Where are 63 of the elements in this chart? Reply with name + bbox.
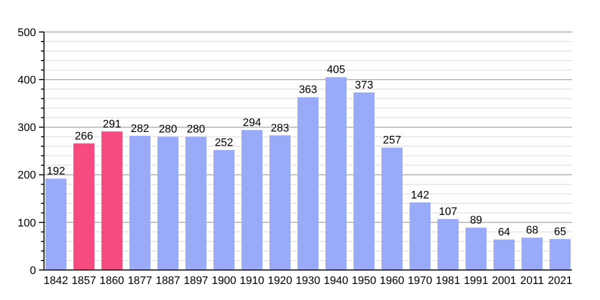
x-tick-label: 1900 <box>212 275 236 287</box>
data-label: 257 <box>382 134 402 147</box>
bar <box>269 135 290 270</box>
x-tick-label: 1920 <box>268 275 292 287</box>
x-tick-label: 1857 <box>72 275 96 287</box>
data-label: 252 <box>214 137 234 150</box>
bar <box>45 178 66 270</box>
x-tick-label: 1960 <box>380 275 404 287</box>
x-tick-label: 1910 <box>240 275 264 287</box>
x-tick-label: 1950 <box>352 275 376 287</box>
x-tick-label: 1842 <box>44 275 68 287</box>
bar <box>354 92 375 270</box>
data-label: 192 <box>46 166 66 178</box>
bar <box>326 77 347 270</box>
y-tick-label: 0 <box>30 264 36 277</box>
data-label: 373 <box>354 79 374 92</box>
data-label: 363 <box>298 84 318 96</box>
x-tick-label: 2021 <box>548 275 572 287</box>
bar <box>466 228 487 270</box>
x-tick-label: 1930 <box>296 275 320 287</box>
data-label: 283 <box>270 122 290 134</box>
bar <box>73 143 94 270</box>
bar <box>297 97 319 270</box>
bar <box>438 219 459 270</box>
bar <box>241 130 262 270</box>
data-label: 266 <box>74 130 94 142</box>
bar <box>213 150 234 270</box>
data-label: 291 <box>102 118 122 130</box>
y-tick-label: 300 <box>18 122 36 134</box>
data-label: 89 <box>470 214 482 227</box>
bar <box>157 136 178 270</box>
data-label: 405 <box>326 64 346 76</box>
y-tick-label: 400 <box>18 74 36 86</box>
data-label: 294 <box>242 117 262 130</box>
data-label: 65 <box>554 226 566 238</box>
bar <box>185 136 206 270</box>
x-tick-label: 1877 <box>128 275 152 287</box>
x-tick-label: 2001 <box>492 275 516 287</box>
x-tick-label: 1860 <box>100 275 124 287</box>
data-label: 64 <box>498 226 510 239</box>
x-tick-label: 1991 <box>464 275 488 287</box>
x-tick-label: 1940 <box>324 275 348 287</box>
x-tick-label: 1981 <box>436 275 460 287</box>
data-label: 280 <box>186 124 206 136</box>
data-label: 282 <box>130 122 150 135</box>
x-tick-label: 1897 <box>184 275 208 287</box>
bar <box>382 148 403 270</box>
bar <box>129 136 150 270</box>
bar <box>550 239 571 270</box>
bar <box>494 240 515 270</box>
data-label: 68 <box>526 224 538 237</box>
bar <box>522 238 543 270</box>
bar <box>101 131 122 270</box>
data-label: 280 <box>158 124 178 136</box>
x-tick-label: 1970 <box>408 275 432 287</box>
y-tick-label: 100 <box>18 217 36 230</box>
data-label: 142 <box>410 189 430 202</box>
y-tick-label: 200 <box>18 170 36 182</box>
bar <box>410 202 431 270</box>
y-tick-label: 500 <box>18 26 36 39</box>
data-label: 107 <box>438 206 458 218</box>
x-tick-label: 1887 <box>156 275 180 287</box>
x-tick-label: 2011 <box>520 275 544 287</box>
